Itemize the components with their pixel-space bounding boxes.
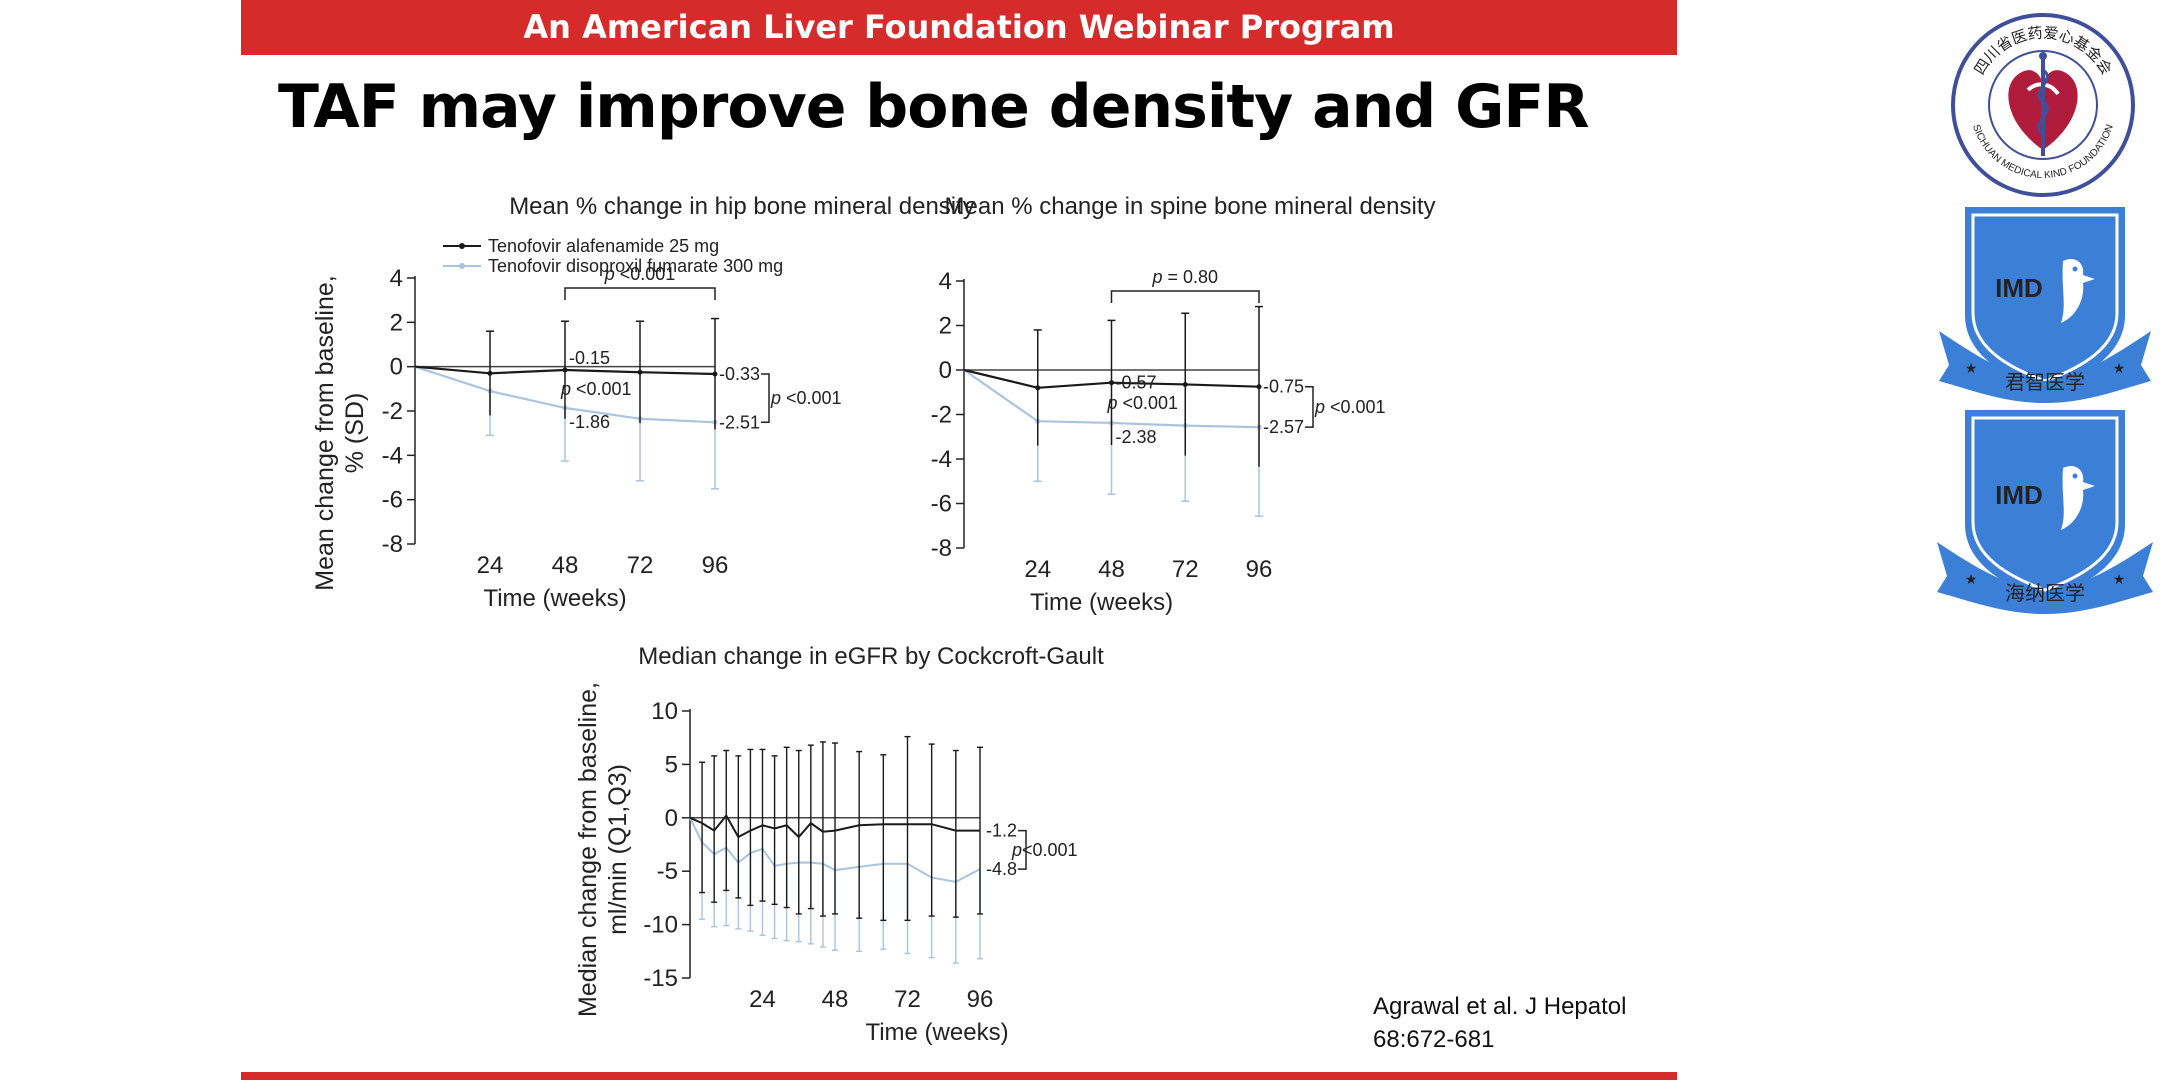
tdf-96wk-label: -2.51 (719, 412, 760, 432)
y-tick-label: -15 (643, 965, 678, 992)
taf-point (562, 367, 568, 373)
taf-point (1109, 380, 1114, 386)
sichuan-foundation-logo: 四川省医药爱心基金会 SICHUAN MEDICAL KIND FOUNDATI… (1951, 13, 2135, 197)
imd-badge-junzhi: IMD 君智医学 ★ ★ (1939, 207, 2151, 403)
taf-point (1256, 384, 1262, 390)
x-tick-label: 48 (822, 986, 849, 1013)
bird-icon (2061, 465, 2095, 530)
significance-bracket-96wk (1305, 385, 1314, 428)
y-tick-label: -8 (382, 531, 403, 558)
y-tick-label: -2 (382, 398, 403, 425)
p-value-48wk: p <0.001 (1107, 393, 1179, 413)
y-tick-label: -5 (657, 858, 678, 885)
x-tick-label: 72 (1172, 556, 1199, 583)
imd-mark-1: IMD (1995, 273, 2043, 303)
citation-line-1: Agrawal et al. J Hepatol (1373, 993, 1627, 1020)
y-axis-label: Median change from baseline,ml/min (Q1,Q… (574, 682, 632, 1017)
legend-tdf-marker (459, 263, 465, 269)
slide-title: TAF may improve bone density and GFR (278, 72, 1590, 142)
x-tick-label: 72 (894, 986, 921, 1013)
taf-point (637, 369, 643, 375)
taf-96wk-label: -0.33 (719, 364, 760, 384)
y-tick-label: -10 (643, 912, 678, 939)
y-tick-label: 0 (939, 357, 952, 384)
taf-48wk-label: -0.57 (1116, 373, 1157, 393)
x-axis-label: Time (weeks) (483, 585, 626, 612)
y-tick-label: -8 (931, 535, 952, 562)
taf-96wk-label: -1.2 (986, 821, 1017, 841)
y-tick-label: 4 (390, 265, 403, 292)
bottom-bar (241, 1072, 1677, 1080)
y-axis-label: Mean change from baseline,% (SD) (311, 275, 369, 590)
y-tick-label: -6 (382, 487, 403, 514)
spine-bmd-chart: Mean % change in spine bone mineral dens… (931, 193, 1436, 616)
p-value-top: p = 0.80 (1151, 267, 1218, 287)
svg-text:★: ★ (2113, 571, 2126, 587)
chart-title: Mean % change in hip bone mineral densit… (509, 193, 975, 220)
ribbon-text-2: 海纳医学 (2005, 582, 2085, 605)
x-tick-label: 48 (1098, 556, 1125, 583)
citation-line-2: 68:672-681 (1373, 1026, 1495, 1053)
y-tick-label: 0 (665, 805, 678, 832)
y-tick-label: 10 (651, 698, 678, 725)
ribbon (1937, 542, 2153, 614)
ribbon (1939, 331, 2151, 403)
x-tick-label: 48 (552, 552, 579, 579)
svg-text:★: ★ (1965, 360, 1978, 376)
significance-bracket-96wk (761, 373, 770, 424)
svg-text:★: ★ (1965, 571, 1978, 587)
x-tick-label: 24 (477, 552, 504, 579)
tdf-48wk-label: -2.38 (1116, 427, 1157, 447)
ribbon-text-1: 君智医学 (2005, 371, 2085, 394)
egfr-chart: Median change in eGFR by Cockcroft-Gault… (574, 643, 1104, 1046)
x-tick-label: 96 (1246, 556, 1273, 583)
chart-title: Mean % change in spine bone mineral dens… (945, 193, 1436, 220)
x-tick-label: 72 (627, 552, 654, 579)
y-tick-label: -4 (931, 446, 952, 473)
taf-point (712, 371, 718, 377)
p-value-top: p <0.001 (604, 264, 676, 284)
bird-icon (2061, 258, 2095, 323)
legend-taf-marker (459, 243, 465, 249)
legend-taf-label: Tenofovir alafenamide 25 mg (488, 236, 719, 256)
tdf-96wk-label: -2.57 (1263, 417, 1304, 437)
y-tick-label: 2 (390, 309, 403, 336)
y-tick-label: 2 (939, 313, 952, 340)
p-value-48wk: p <0.001 (560, 379, 632, 399)
legend-tdf-label: Tenofovir disoproxil fumarate 300 mg (488, 256, 783, 276)
y-tick-label: -2 (931, 402, 952, 429)
taf-96wk-label: -0.75 (1263, 377, 1304, 397)
taf-point (1035, 385, 1041, 391)
chart-title: Median change in eGFR by Cockcroft-Gault (638, 643, 1104, 670)
significance-bracket-top (564, 287, 716, 300)
y-tick-label: 5 (665, 751, 678, 778)
citation: Agrawal et al. J Hepatol 68:672-681 (1373, 990, 1626, 1056)
imd-mark-2: IMD (1995, 480, 2043, 510)
taf-48wk-label: -0.15 (569, 348, 610, 368)
y-tick-label: 4 (939, 268, 952, 295)
y-tick-label: 0 (390, 354, 403, 381)
p-value-96wk: p <0.001 (770, 388, 842, 408)
x-axis-label: Time (weeks) (1030, 589, 1173, 616)
significance-bracket-top (1110, 290, 1260, 303)
heart-staff-icon (2008, 52, 2078, 156)
taf-point (487, 370, 493, 376)
imd-badge-haina: IMD 海纳医学 ★ ★ (1937, 410, 2153, 614)
taf-point (1182, 381, 1188, 387)
tdf-96wk-label: -4.8 (986, 859, 1017, 879)
y-tick-label: -6 (931, 491, 952, 518)
y-tick-label: -4 (382, 442, 403, 469)
p-value-96wk: p <0.001 (1314, 397, 1386, 417)
hip-bmd-chart: Mean % change in hip bone mineral densit… (311, 193, 975, 612)
x-tick-label: 24 (749, 986, 776, 1013)
tdf-48wk-label: -1.86 (569, 412, 610, 432)
svg-text:★: ★ (2113, 360, 2126, 376)
significance-bracket-96wk (1018, 829, 1027, 870)
x-axis-label: Time (weeks) (865, 1019, 1008, 1046)
x-tick-label: 96 (702, 552, 729, 579)
webinar-banner: An American Liver Foundation Webinar Pro… (241, 0, 1677, 55)
x-tick-label: 24 (1024, 556, 1051, 583)
p-value-96wk: p<0.001 (1011, 840, 1078, 860)
x-tick-label: 96 (967, 986, 994, 1013)
